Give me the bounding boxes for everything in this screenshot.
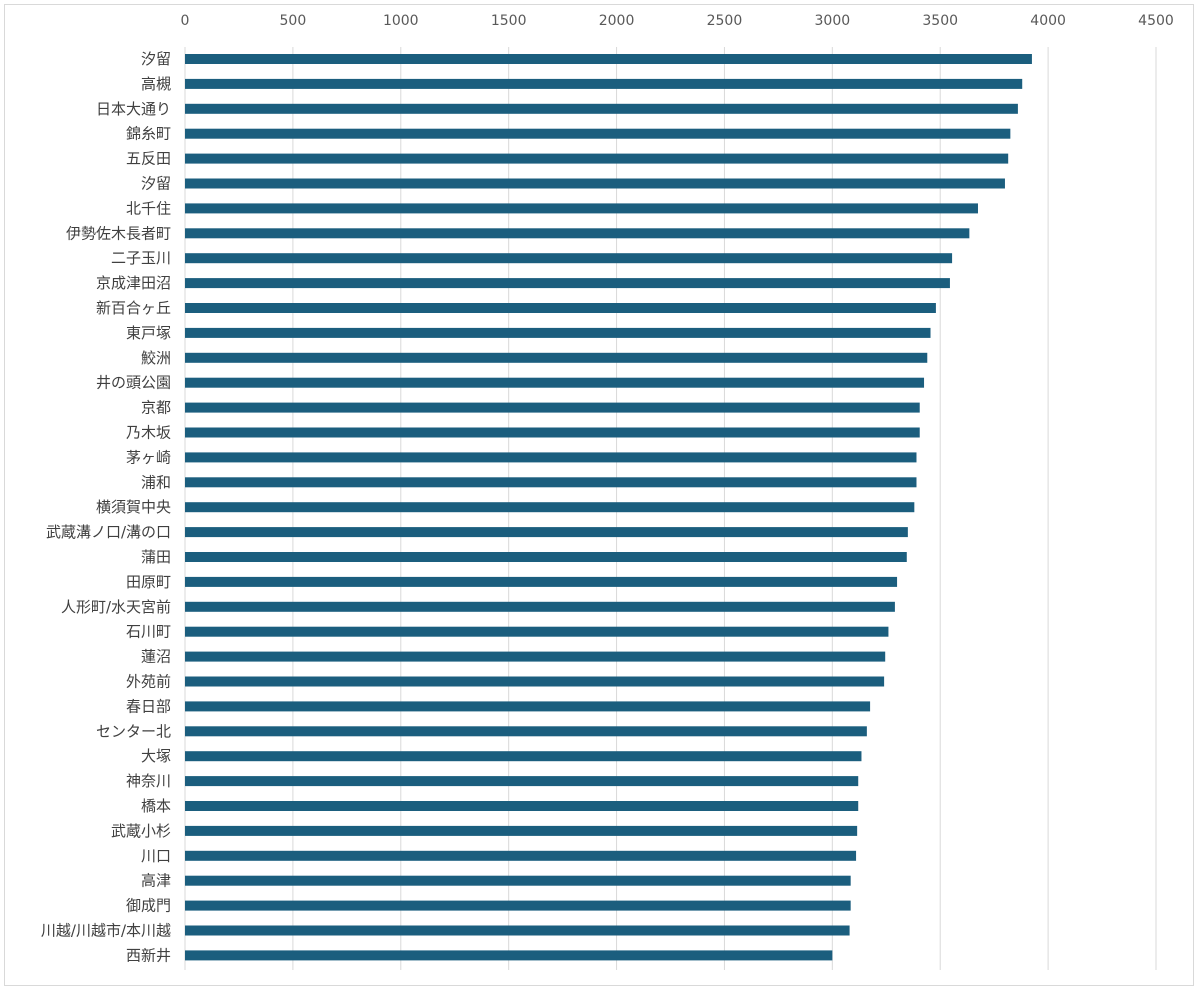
bar (185, 402, 920, 413)
category-label: 西新井 (126, 946, 171, 964)
category-label: 茅ヶ崎 (126, 448, 171, 466)
bar (185, 576, 898, 587)
bar (185, 377, 925, 388)
bar-chart: 0 500 1000 1500 2000 2500 3000 3500 4000 4500汐留高槻… (41, 13, 1174, 970)
category-label: 日本大通り (96, 100, 171, 118)
bar (185, 427, 920, 438)
category-label: 御成門 (126, 897, 171, 915)
bar (185, 875, 851, 886)
bar (185, 651, 886, 662)
category-label: 東戸塚 (126, 324, 171, 342)
bar (185, 54, 1032, 64)
category-label: 錦糸町 (126, 125, 171, 143)
category-label: 人形町/水天宮前 (61, 598, 171, 616)
category-label: 鮫洲 (141, 349, 171, 367)
category-label: 大塚 (141, 747, 171, 765)
bar (185, 726, 867, 737)
category-label: 武蔵小杉 (111, 822, 171, 840)
category-label: 橋本 (141, 797, 171, 815)
category-label: 北千住 (126, 199, 171, 217)
chart-frame: 0 500 1000 1500 2000 2500 3000 3500 4000 4500 汐留 高槻… (4, 4, 1194, 986)
category-label: 浦和 (141, 473, 171, 491)
bar (185, 253, 953, 264)
bar (185, 701, 871, 712)
category-label: 京都 (141, 399, 171, 417)
category-label: 汐留 (141, 50, 171, 68)
category-label: 高槻 (141, 75, 171, 93)
x-tick-label: 500 (280, 13, 307, 29)
bar (185, 352, 928, 363)
category-label: 蒲田 (141, 548, 171, 566)
bar (185, 601, 895, 612)
category-label: 田原町 (126, 573, 171, 591)
category-label: 外苑前 (126, 673, 171, 691)
bar (185, 925, 850, 936)
category-label: 五反田 (126, 150, 171, 168)
bar (185, 801, 859, 811)
bar (185, 626, 889, 637)
bar (185, 552, 907, 562)
category-label: 井の頭公園 (96, 374, 171, 392)
bar (185, 128, 1011, 139)
bar (185, 676, 885, 687)
x-tick-label: 3000 (815, 13, 851, 29)
x-tick-label: 1500 (491, 13, 527, 29)
bar (185, 228, 970, 239)
category-label: 石川町 (126, 623, 171, 641)
category-label: 伊勢佐木長者町 (66, 224, 171, 242)
bar (185, 950, 833, 961)
category-label: 乃木坂 (126, 424, 171, 442)
category-label: 川口 (141, 847, 171, 865)
bar (185, 502, 915, 513)
bar (185, 477, 917, 488)
bar (185, 850, 857, 861)
x-tick-label: 1000 (383, 13, 419, 29)
category-label: 川越/川越市/本川越 (41, 922, 171, 940)
category-label: 汐留 (141, 175, 171, 193)
bar (185, 78, 1023, 89)
category-label: センター北 (96, 722, 171, 740)
bar (185, 203, 978, 214)
bar (185, 153, 1009, 164)
x-tick-label: 4500 (1138, 13, 1174, 29)
x-tick-label: 2000 (599, 13, 635, 29)
bar (185, 776, 859, 787)
bar (185, 278, 950, 289)
category-label: 二子玉川 (111, 249, 171, 267)
category-label: 春日部 (126, 697, 171, 715)
category-label: 横須賀中央 (96, 498, 171, 516)
bar (185, 327, 931, 338)
category-label: 高津 (141, 872, 171, 890)
category-label: 京成津田沼 (96, 274, 171, 292)
bar (185, 825, 858, 836)
bar (185, 751, 862, 762)
x-tick-label: 3500 (922, 13, 958, 29)
category-label: 神奈川 (126, 772, 171, 790)
category-label: 蓮沼 (141, 648, 171, 666)
bar (185, 900, 851, 911)
category-label: 新百合ヶ丘 (96, 299, 171, 317)
x-tick-label: 0 (181, 13, 190, 29)
category-label: 武蔵溝ノ口/溝の口 (46, 523, 171, 541)
bar (185, 103, 1018, 114)
bar (185, 178, 1005, 189)
bar (185, 452, 917, 463)
x-tick-label: 4000 (1030, 13, 1066, 29)
bar (185, 303, 936, 313)
x-tick-label: 2500 (707, 13, 743, 29)
bar (185, 527, 908, 538)
